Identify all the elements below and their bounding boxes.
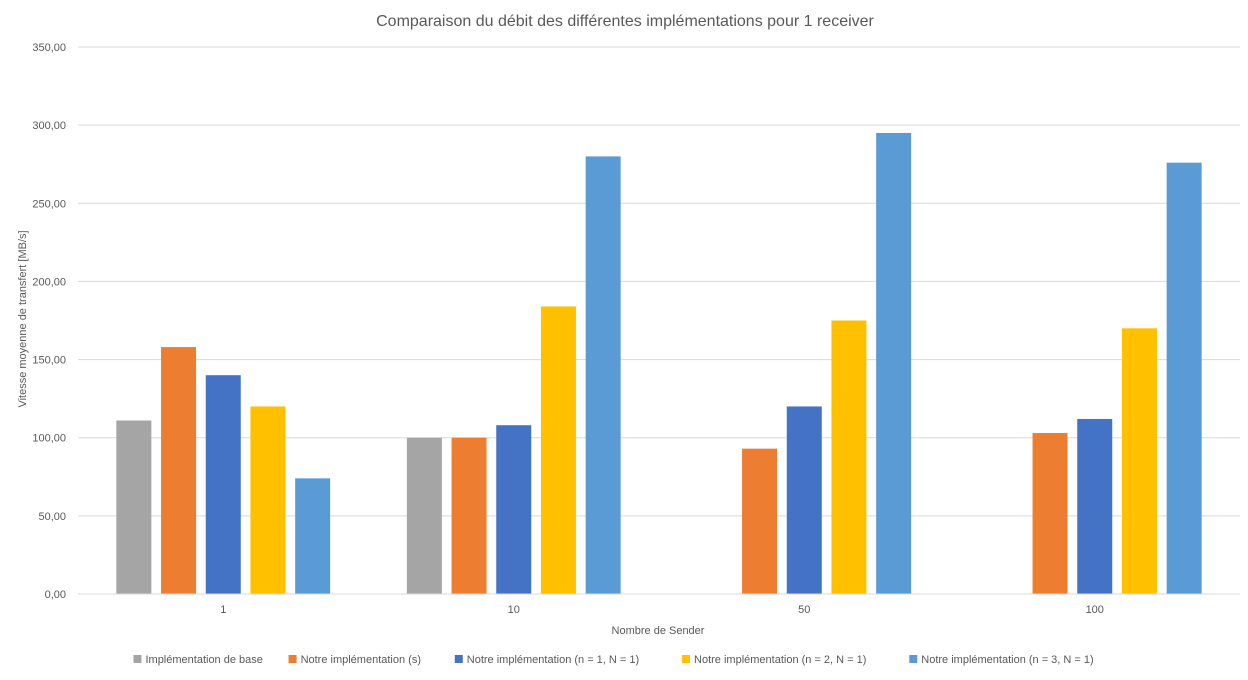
bar [742,448,778,594]
y-tick-label: 150,00 [32,355,66,367]
bar [585,156,621,594]
y-tick-label: 100,00 [32,433,66,445]
bar [1166,162,1202,594]
legend-swatch [909,655,918,663]
y-tick-label: 250,00 [32,198,66,210]
bar [451,437,487,594]
bar [1077,418,1113,594]
x-axis-label: Nombre de Sender [612,625,705,637]
x-tick-label: 100 [1086,604,1104,616]
x-tick-label: 10 [508,604,520,616]
bar [1121,328,1157,594]
bar [116,420,152,594]
y-tick-label: 50,00 [38,511,66,523]
bar [205,375,241,594]
legend-label: Notre implémentation (s) [301,654,421,666]
bar [831,320,867,594]
legend-label: Notre implémentation (n = 3, N = 1) [921,654,1093,666]
bar [786,406,822,594]
legend-swatch [682,655,691,663]
bar [1032,433,1068,594]
bars [116,132,1202,594]
bar [876,132,912,594]
legend-swatch [288,655,297,663]
bar [406,437,442,594]
chart-title: Comparaison du débit des différentes imp… [376,13,874,30]
legend-label: Implémentation de base [145,654,262,666]
y-axis-ticks: 0,00 50,00 100,00 150,00 200,00 250,00 300,00 3… [32,42,66,601]
legend-swatch [454,655,463,663]
x-tick-label: 1 [220,604,226,616]
y-axis-label: Vitesse moyenne de transfert [MB/s] [17,230,29,407]
legend: Implémentation de base Notre implémentati… [133,654,1094,666]
bar [250,406,286,594]
y-tick-label: 200,00 [32,276,66,288]
bar [540,306,576,594]
y-tick-label: 300,00 [32,120,66,132]
bar [496,425,532,594]
x-tick-label: 50 [798,604,810,616]
x-axis-ticks: 1 10 50 100 [220,604,1104,616]
y-tick-label: 350,00 [32,42,66,54]
legend-label: Notre implémentation (n = 1, N = 1) [467,654,639,666]
bar [161,347,197,594]
y-tick-label: 0,00 [45,589,66,601]
legend-swatch [133,655,142,663]
legend-label: Notre implémentation (n = 2, N = 1) [694,654,866,666]
bar [295,478,331,594]
